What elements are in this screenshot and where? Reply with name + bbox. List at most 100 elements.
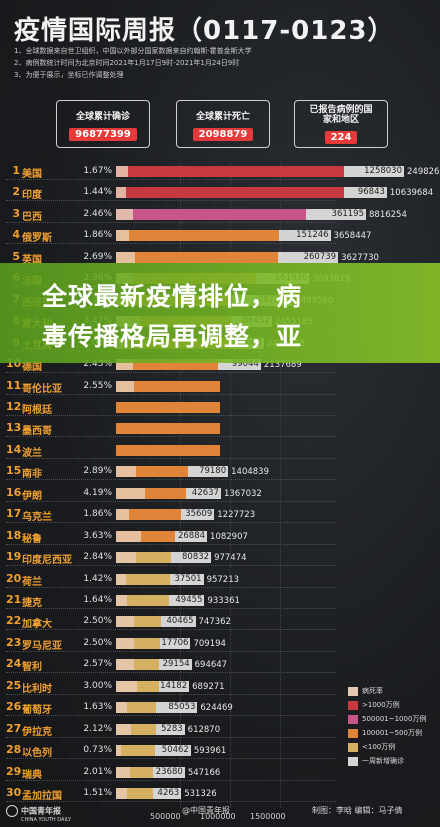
legend-swatch [348,700,358,710]
total-bar [116,187,344,199]
row-country: 哥伦比亚 [22,383,62,395]
row-rank: 5 [12,249,20,263]
row-separator [6,436,336,438]
row-country: 智利 [22,662,42,674]
credits: 制图：李晗 编辑：马子倩 [312,806,403,815]
fatality-rate-label: 2.50% [83,637,112,648]
row-separator [6,500,336,502]
row-rank: 19 [6,550,22,564]
weekly-new-bar: 49455 [168,595,205,606]
row-rank: 11 [6,378,22,392]
row-country: 以色列 [22,748,52,760]
total-bar [116,401,221,413]
row-rank: 22 [6,614,22,628]
row-rank: 18 [6,528,22,542]
weekly-new-bar: 37501 [169,573,204,585]
fatality-rate-label: 2.46% [83,208,112,219]
total-bar [116,659,160,671]
total-cases-label: 1227723 [217,510,256,521]
total-bar [116,380,221,392]
row-separator [6,715,336,717]
row-rank: 29 [6,764,22,778]
total-cases-label: 24982615 [407,167,440,177]
legend-swatch [348,756,358,766]
row-rank: 14 [6,442,22,456]
weekly-new-bar: 361195 [306,208,366,220]
row-rank: 13 [6,421,22,435]
total-bar [116,208,306,220]
fatality-rate-bar [116,166,128,177]
total-cases-label: 2137689 [263,360,302,371]
row-rank: 27 [6,721,22,735]
row-country: 印度尼西亚 [22,555,72,567]
total-cases-label: 1367032 [223,488,262,499]
row-country: 比利时 [22,683,52,695]
row-separator [6,779,336,781]
weekly-new-bar: 17706 [159,637,191,649]
row-rank: 12 [6,399,22,413]
row-separator [6,629,336,631]
total-cases-label: 593961 [193,746,227,757]
row-rank: 20 [6,571,22,585]
fatality-rate-bar [116,573,126,585]
brand-logo: 中国青年报 CHINA YOUTH DAILY [6,805,71,823]
fatality-rate-label: 2.43% [83,359,112,370]
x-tick-label: 1000000 [200,812,236,821]
x-gridline [280,163,281,808]
row-country: 伊拉克 [22,726,52,738]
row-country: 巴西 [22,211,42,223]
fatality-rate-bar [116,702,128,714]
legend-item: 病死率 [348,686,383,696]
fatality-rate-label: 2.50% [83,616,112,627]
row-country: 孟加拉国 [22,791,62,803]
total-bar [116,423,221,435]
total-bar [116,166,344,177]
legend-label: 500001~1000万例 [362,715,427,723]
fatality-rate-bar [116,487,146,499]
total-bar [116,444,221,456]
total-cases-label: 612870 [187,724,221,735]
total-cases-label: 547166 [187,767,221,778]
row-separator [6,608,336,609]
total-cases-label: 957213 [206,574,240,585]
row-country: 阿根廷 [22,404,52,416]
total-cases-label: 624469 [200,703,233,714]
fatality-rate-label: 1.63% [83,702,112,713]
row-separator [6,414,336,416]
total-bar [116,530,175,542]
weekly-new-bar: 14182 [158,680,190,692]
page-title: 疫情国际周报（0117-0123） [14,16,395,46]
fatality-rate-bar [116,659,134,671]
legend-label: 一周新增确诊 [362,757,404,765]
row-separator [6,393,336,395]
total-bar [116,680,159,692]
fatality-rate-label: 4.19% [83,487,112,498]
legend-label: 100001~500万例 [362,729,422,737]
row-separator [6,693,336,695]
fatality-rate-bar [116,788,127,800]
row-separator [6,543,336,545]
row-rank: 17 [6,507,22,521]
row-country: 罗马尼亚 [22,640,62,652]
weekly-new-bar: 29154 [159,659,192,671]
total-cases-label: 1082907 [210,531,248,542]
row-separator [6,801,336,803]
total-cases-label: 531326 [184,789,217,800]
fatality-rate-bar [116,595,128,606]
x-tick-label: 500000 [150,812,181,821]
row-separator [6,372,336,374]
fatality-rate-label: 2.57% [83,659,112,670]
row-separator [6,586,336,588]
fatality-rate-bar [116,637,134,649]
row-rank: 30 [6,786,22,800]
row-country: 南非 [22,469,42,481]
fatality-rate-label: 2.89% [83,466,112,477]
weekly-new-bar: 4263 [152,788,182,800]
fatality-rate-label: 2.01% [83,766,112,777]
countries-box: 已报告病例的国家和地区 224 [294,100,388,148]
row-country: 美国 [22,169,42,180]
row-country: 捷克 [22,598,42,609]
fatality-rate-bar [116,723,131,735]
total-bar [116,702,157,714]
fatality-rate-label: 0.73% [83,745,112,756]
